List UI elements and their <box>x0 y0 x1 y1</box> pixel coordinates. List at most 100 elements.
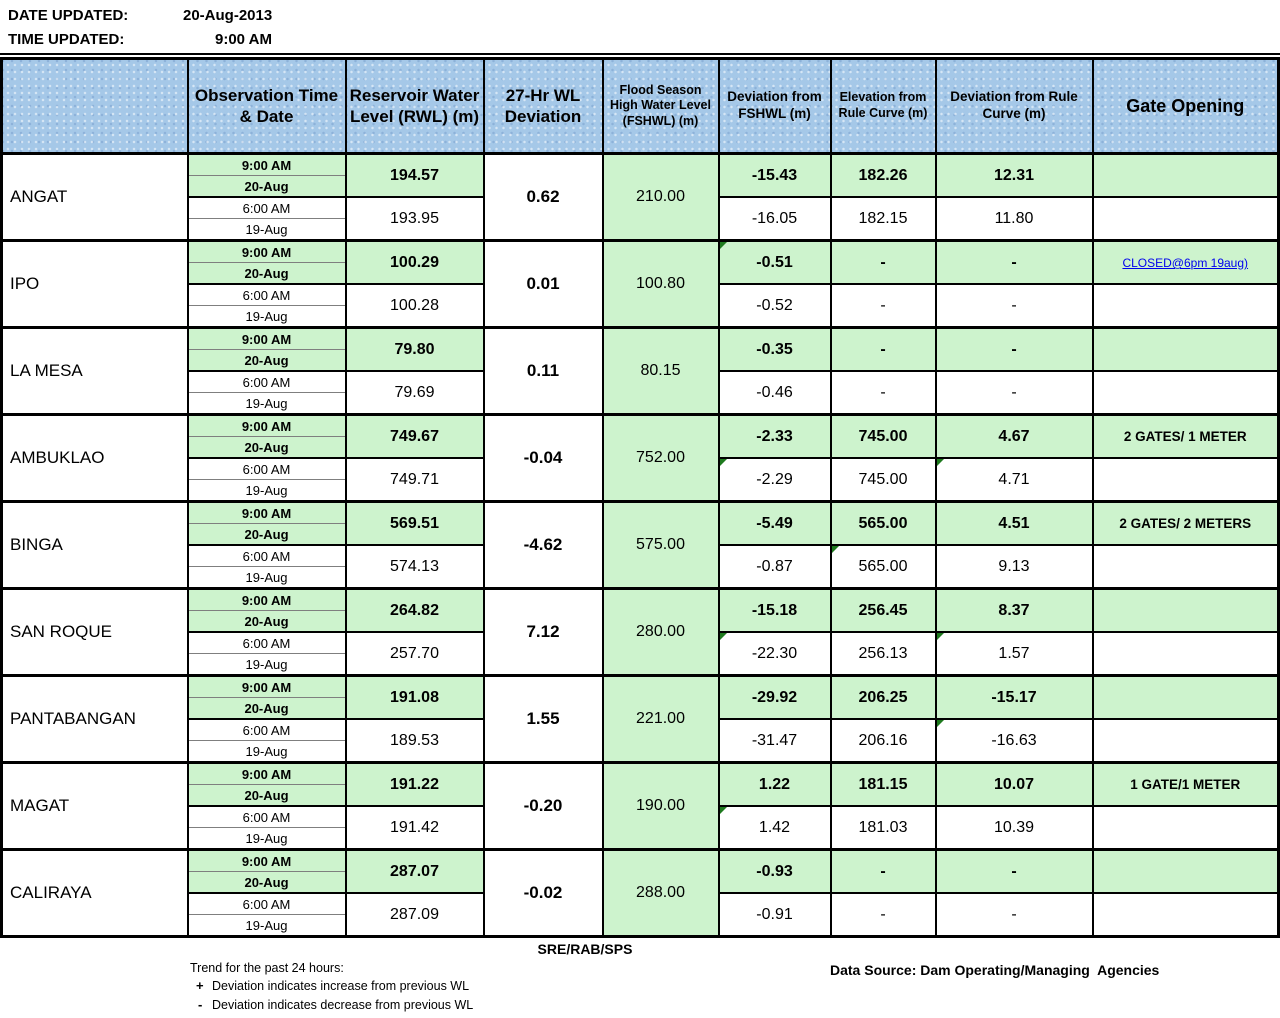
cell-elev-rc-prev: 182.15 <box>829 196 937 242</box>
cell-gate-current: 2 GATES/ 1 METER <box>1091 413 1280 459</box>
dam-row-previous: 6:00 AM 79.69 -0.46- - <box>2 370 1280 416</box>
plus-symbol: + <box>196 978 204 993</box>
cell-obs-time-current: 9:00 AM <box>186 413 347 437</box>
dam-row-current-date: 20-Aug <box>2 610 1279 633</box>
cell-rwl-current: 79.80 <box>344 326 485 372</box>
dam-row-previous: 6:00 AM 257.70 -22.30 256.13 1.57 <box>2 631 1280 677</box>
cell-obs-date-prev: 19-Aug <box>186 827 347 851</box>
cell-wl-deviation: 7.12 <box>482 587 604 677</box>
cell-elev-rc-prev: 745.00 <box>829 457 937 503</box>
cell-dev-fshwl-prev: -0.91 <box>717 892 832 938</box>
cell-wl-deviation: -0.02 <box>482 848 604 938</box>
cell-fshwl: 80.15 <box>601 326 720 416</box>
cell-fshwl: 190.00 <box>601 761 720 851</box>
dam-row-previous-date: 19-Aug <box>2 479 1279 503</box>
dam-row-previous-date: 19-Aug <box>2 218 1279 242</box>
data-source-note: Data Source: Dam Operating/Managing Agen… <box>830 962 1160 978</box>
dam-row-current: SAN ROQUE 9:00 AM 264.82 7.12 280.00 -15.18 25… <box>0 587 1280 677</box>
cell-fshwl: 100.80 <box>601 239 720 329</box>
dam-row-current-date: 20-Aug <box>2 697 1279 720</box>
cell-elev-rc-current: 565.00 <box>829 500 937 546</box>
cell-rwl-prev: 193.95 <box>344 196 485 242</box>
dam-row-current: PANTABANGAN 9:00 AM 191.08 1.55 221.00 -29.92… <box>0 674 1280 764</box>
cell-dev-rc-current: 4.51 <box>934 500 1094 546</box>
cell-obs-time-current: 9:00 AM <box>186 761 347 785</box>
cell-dev-rc-current: -15.17 <box>934 674 1094 720</box>
cell-fshwl: 210.00 <box>601 152 720 242</box>
cell-obs-date-prev: 19-Aug <box>186 653 347 677</box>
dam-row-previous: 6:00 AM 191.42 1.42 181.03 10.39 <box>2 805 1280 851</box>
cell-obs-time-current: 9:00 AM <box>186 674 347 698</box>
cell-rwl-prev: 100.28 <box>344 283 485 329</box>
cell-rwl-prev: 79.69 <box>344 370 485 416</box>
cell-rwl-prev: 257.70 <box>344 631 485 677</box>
cell-obs-date-current: 20-Aug <box>186 697 347 720</box>
cell-elev-rc-prev: 181.03 <box>829 805 937 851</box>
cell-dam-name: ANGAT <box>0 152 189 242</box>
dam-row-current-date: 20-Aug <box>2 871 1279 894</box>
header-dev-fshwl: Deviation from FSHWL (m) <box>717 57 832 155</box>
dam-row-current: MAGAT 9:00 AM 191.22 -0.20 190.00 1.22 181.15 1… <box>0 761 1280 851</box>
header-wl-deviation: 27-Hr WL Deviation <box>482 57 604 155</box>
cell-dev-rc-prev: 10.39 <box>934 805 1094 851</box>
header-dev-rule-curve: Deviation from Rule Curve (m) <box>934 57 1094 155</box>
cell-dev-rc-prev: - <box>934 370 1094 416</box>
trend-increase-note: Deviation indicates increase from previo… <box>212 979 470 993</box>
cell-obs-date-prev: 19-Aug <box>186 566 347 590</box>
dam-row-previous: 6:00 AM 749.71 -2.29 745.00 4.71 <box>2 457 1280 503</box>
dam-row-previous-date: 19-Aug <box>2 566 1279 590</box>
cell-obs-time-prev: 6:00 AM <box>186 370 347 393</box>
cell-gate-prev <box>1091 370 1280 416</box>
dam-status-table: Observation Time & Date Reservoir Water … <box>0 57 1280 938</box>
cell-wl-deviation: 0.11 <box>482 326 604 416</box>
cell-elev-rc-current: - <box>829 848 937 894</box>
header-elev-rule-curve: Elevation from Rule Curve (m) <box>829 57 937 155</box>
cell-rwl-prev: 191.42 <box>344 805 485 851</box>
trend-legend-title: Trend for the past 24 hours: <box>190 961 344 975</box>
cell-gate-current <box>1091 848 1280 894</box>
dam-row-previous: 6:00 AM 193.95 -16.05 182.15 11.80 <box>2 196 1280 242</box>
cell-dev-fshwl-prev: -16.05 <box>717 196 832 242</box>
cell-obs-time-current: 9:00 AM <box>186 587 347 611</box>
dam-row-previous-date: 19-Aug <box>2 740 1279 764</box>
cell-fshwl: 221.00 <box>601 674 720 764</box>
cell-dev-fshwl-current: -0.51 <box>717 239 832 285</box>
gate-status-link[interactable]: CLOSED@6pm 19aug) <box>1122 256 1249 270</box>
dam-row-current: IPO 9:00 AM 100.29 0.01 100.80 -0.51- - CLOSED@… <box>0 239 1280 329</box>
cell-dam-name: IPO <box>0 239 189 329</box>
cell-obs-date-prev: 19-Aug <box>186 479 347 503</box>
header-fshwl: Flood Season High Water Level (FSHWL) (m… <box>601 57 720 155</box>
dam-row-current: AMBUKLAO 9:00 AM 749.67 -0.04 752.00 -2.33 745… <box>0 413 1280 503</box>
cell-gate-prev <box>1091 283 1280 329</box>
cell-dam-name: MAGAT <box>0 761 189 851</box>
footer: SRE/RAB/SPS Trend for the past 24 hours:… <box>0 938 1280 1018</box>
header-corner-cell <box>0 57 189 155</box>
cell-dev-fshwl-current: -0.93 <box>717 848 832 894</box>
cell-dev-rc-prev: 9.13 <box>934 544 1094 590</box>
cell-obs-date-prev: 19-Aug <box>186 392 347 416</box>
cell-gate-current <box>1091 587 1280 633</box>
cell-gate-prev <box>1091 892 1280 938</box>
header-row: Observation Time & Date Reservoir Water … <box>0 57 1280 155</box>
cell-dev-rc-prev: - <box>934 892 1094 938</box>
cell-dev-fshwl-prev: -0.87 <box>717 544 832 590</box>
cell-rwl-current: 191.08 <box>344 674 485 720</box>
cell-rwl-prev: 189.53 <box>344 718 485 764</box>
dam-row-previous-date: 19-Aug <box>2 914 1279 938</box>
cell-dev-fshwl-prev: -0.46 <box>717 370 832 416</box>
cell-obs-time-prev: 6:00 AM <box>186 283 347 306</box>
cell-dev-rc-current: - <box>934 239 1094 285</box>
cell-dev-rc-current: - <box>934 848 1094 894</box>
cell-wl-deviation: -0.04 <box>482 413 604 503</box>
cell-dev-rc-prev: 4.71 <box>934 457 1094 503</box>
dam-row-previous: 6:00 AM 189.53 -31.47 206.16 -16.63 <box>2 718 1280 764</box>
cell-obs-time-prev: 6:00 AM <box>186 631 347 654</box>
dam-row-previous: 6:00 AM 574.13 -0.87 565.00 9.13 <box>2 544 1280 590</box>
cell-elev-rc-prev: - <box>829 892 937 938</box>
cell-fshwl: 280.00 <box>601 587 720 677</box>
dam-row-current: CALIRAYA 9:00 AM 287.07 -0.02 288.00 -0.93- - <box>0 848 1280 938</box>
trend-decrease-note: Deviation indicates decrease from previo… <box>212 998 474 1012</box>
cell-dev-fshwl-prev: 1.42 <box>717 805 832 851</box>
header-rwl: Reservoir Water Level (RWL) (m) <box>344 57 485 155</box>
cell-fshwl: 288.00 <box>601 848 720 938</box>
